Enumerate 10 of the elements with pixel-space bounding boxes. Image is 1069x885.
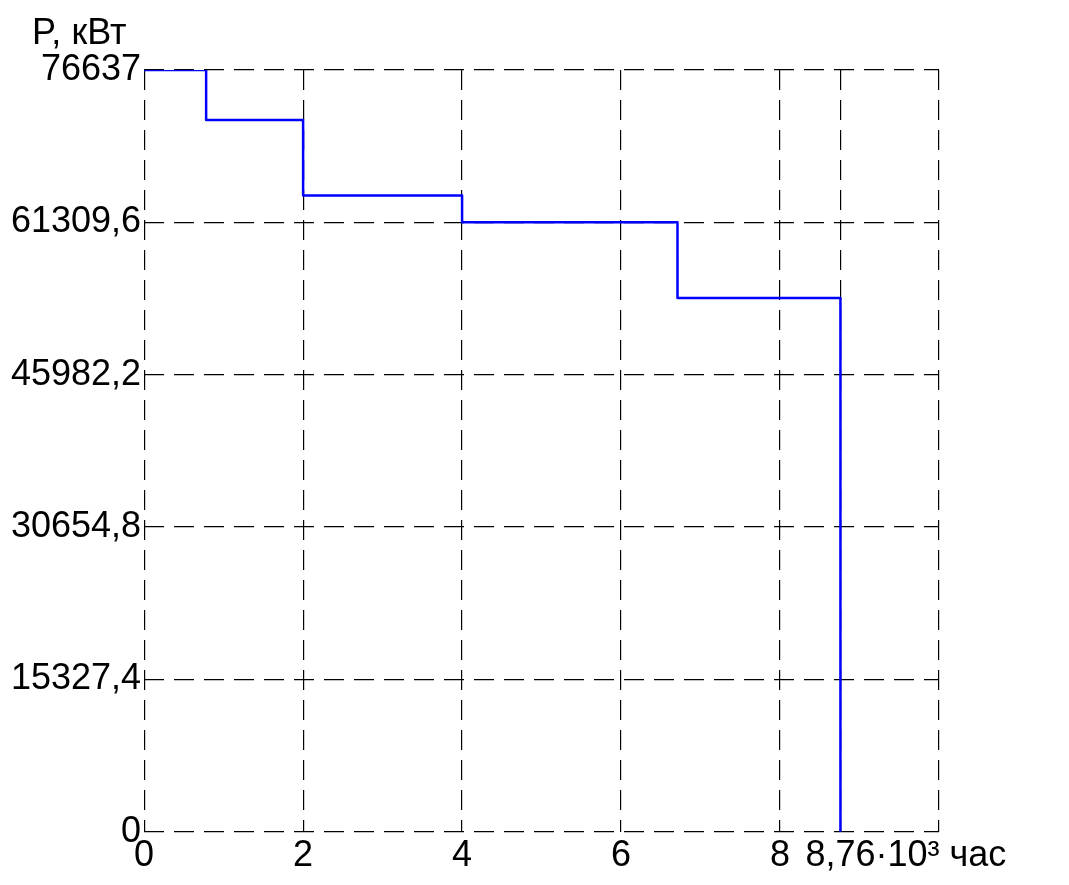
x-tick-label: 8 [770, 833, 791, 875]
x-tick-label: 2 [293, 833, 314, 875]
x-tick-label: 8,76 [805, 833, 876, 875]
x-tick-label: 4 [452, 833, 473, 875]
y-tick-label: 15327,4 [10, 656, 142, 698]
y-tick-label: 45982,2 [10, 351, 142, 393]
y-tick-label: 61309,6 [10, 199, 142, 241]
x-axis-title: ·10³ час [875, 832, 1007, 874]
y-tick-label: 30654,8 [10, 504, 142, 545]
x-tick-label: 6 [611, 833, 632, 875]
